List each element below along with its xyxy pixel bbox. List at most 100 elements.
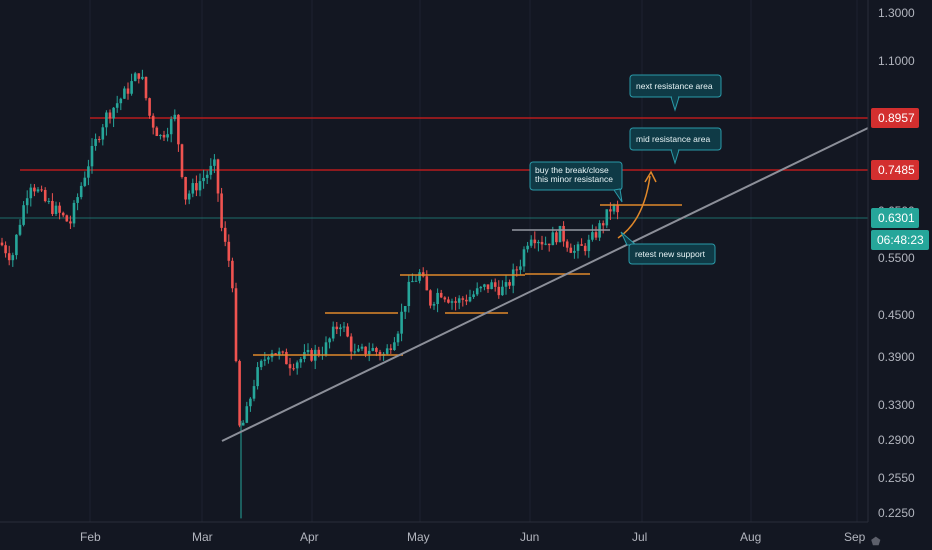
candle-body bbox=[137, 73, 141, 79]
candle-body bbox=[501, 286, 504, 296]
grid bbox=[89, 0, 858, 522]
candle-body bbox=[349, 336, 353, 352]
candle-body bbox=[259, 360, 263, 368]
candle-body bbox=[0, 242, 4, 246]
note-next-resistance[interactable]: next resistance area bbox=[629, 74, 722, 112]
price-tag-0.8957 bbox=[871, 108, 919, 128]
candle-body bbox=[61, 212, 65, 216]
breakout-projection-arrow bbox=[617, 175, 651, 239]
candle-body bbox=[195, 183, 198, 191]
candle-body bbox=[331, 326, 335, 339]
candle-body bbox=[33, 187, 36, 192]
candle-body bbox=[569, 247, 573, 253]
candle-body bbox=[47, 200, 51, 202]
candle-body bbox=[281, 351, 285, 353]
x-tick-jun: Jun bbox=[520, 530, 539, 544]
candle-body bbox=[544, 243, 547, 245]
candle-body bbox=[58, 205, 61, 213]
candle-body bbox=[317, 349, 321, 355]
note-mid-resistance-text: mid resistance area bbox=[636, 134, 710, 144]
candlestick-series bbox=[0, 69, 619, 519]
candle-body bbox=[468, 297, 472, 302]
candle-body bbox=[87, 166, 90, 178]
candle-body bbox=[612, 205, 616, 212]
candle-body bbox=[148, 98, 151, 116]
candle-body bbox=[504, 282, 508, 287]
candle-body bbox=[79, 185, 83, 198]
x-tick-jul: Jul bbox=[632, 530, 647, 544]
note-next-resistance-text: next resistance area bbox=[636, 81, 713, 91]
x-tick-feb: Feb bbox=[80, 530, 101, 544]
candle-body bbox=[180, 144, 184, 177]
candle-body bbox=[497, 286, 501, 296]
x-tick-sep: Sep bbox=[844, 530, 866, 544]
note-mid-resistance[interactable]: mid resistance area bbox=[629, 127, 722, 165]
candle-body bbox=[515, 269, 519, 271]
candle-body bbox=[587, 239, 591, 252]
note-buy-the-break-line1: buy the break/close bbox=[535, 165, 609, 175]
candle-body bbox=[594, 232, 598, 238]
y-tick-0.2900: 0.2900 bbox=[878, 433, 915, 447]
candle-body bbox=[72, 202, 76, 224]
candle-body bbox=[609, 209, 612, 212]
candle-body bbox=[65, 215, 69, 222]
candle-body bbox=[97, 138, 101, 140]
candle-body bbox=[396, 333, 400, 343]
candle-body bbox=[133, 73, 137, 82]
note-buy-the-break-line2: this minor resistance bbox=[535, 174, 613, 184]
candle-body bbox=[367, 350, 371, 355]
candle-body bbox=[231, 260, 234, 289]
candle-body bbox=[403, 306, 407, 312]
candle-body bbox=[155, 127, 159, 137]
candle-body bbox=[144, 76, 148, 99]
candle-body bbox=[169, 119, 173, 135]
candle-body bbox=[40, 189, 43, 191]
candle-body bbox=[450, 301, 454, 303]
candle-body bbox=[123, 88, 126, 99]
candle-body bbox=[360, 346, 364, 349]
candle-body bbox=[324, 342, 328, 355]
candle-body bbox=[267, 357, 270, 360]
candle-body bbox=[375, 348, 378, 352]
candle-body bbox=[76, 197, 79, 203]
candle-body bbox=[216, 159, 220, 194]
y-tick-0.2250: 0.2250 bbox=[878, 506, 915, 520]
candle-body bbox=[101, 127, 105, 140]
candle-body bbox=[493, 282, 497, 287]
candle-body bbox=[234, 288, 238, 362]
candle-body bbox=[335, 326, 339, 330]
candle-body bbox=[576, 244, 580, 251]
candle-body bbox=[583, 245, 587, 252]
candle-body bbox=[511, 269, 515, 286]
countdown-tag bbox=[871, 230, 929, 250]
candle-body bbox=[339, 327, 342, 330]
candle-body bbox=[558, 225, 562, 243]
candle-body bbox=[187, 193, 191, 200]
candle-body bbox=[432, 304, 436, 306]
candle-body bbox=[11, 255, 15, 261]
ascending-trendline bbox=[221, 127, 869, 442]
time-axis[interactable]: Feb Mar Apr May Jun Jul Aug Sep bbox=[0, 521, 868, 544]
candle-body bbox=[141, 76, 144, 79]
price-tag-0.7485 bbox=[871, 160, 919, 180]
candle-body bbox=[526, 245, 529, 250]
candle-body bbox=[429, 290, 432, 306]
candle-body bbox=[191, 183, 195, 194]
candle-body bbox=[407, 281, 411, 307]
candle-body bbox=[555, 232, 558, 243]
note-retest-support[interactable]: retest new support bbox=[620, 231, 716, 265]
range-lines bbox=[253, 204, 682, 356]
candle-body bbox=[537, 241, 540, 244]
candle-body bbox=[22, 205, 25, 225]
candle-body bbox=[151, 115, 155, 128]
note-buy-the-break[interactable]: buy the break/close this minor resistanc… bbox=[529, 161, 623, 203]
candle-body bbox=[83, 177, 87, 186]
price-axis[interactable]: 1.3000 1.1000 0.6500 0.5500 0.4500 0.390… bbox=[867, 0, 929, 522]
candle-body bbox=[461, 298, 465, 300]
candle-body bbox=[490, 282, 493, 290]
candle-body bbox=[475, 288, 479, 295]
candle-body bbox=[25, 198, 29, 206]
candle-body bbox=[205, 174, 209, 178]
candle-body bbox=[274, 353, 277, 355]
